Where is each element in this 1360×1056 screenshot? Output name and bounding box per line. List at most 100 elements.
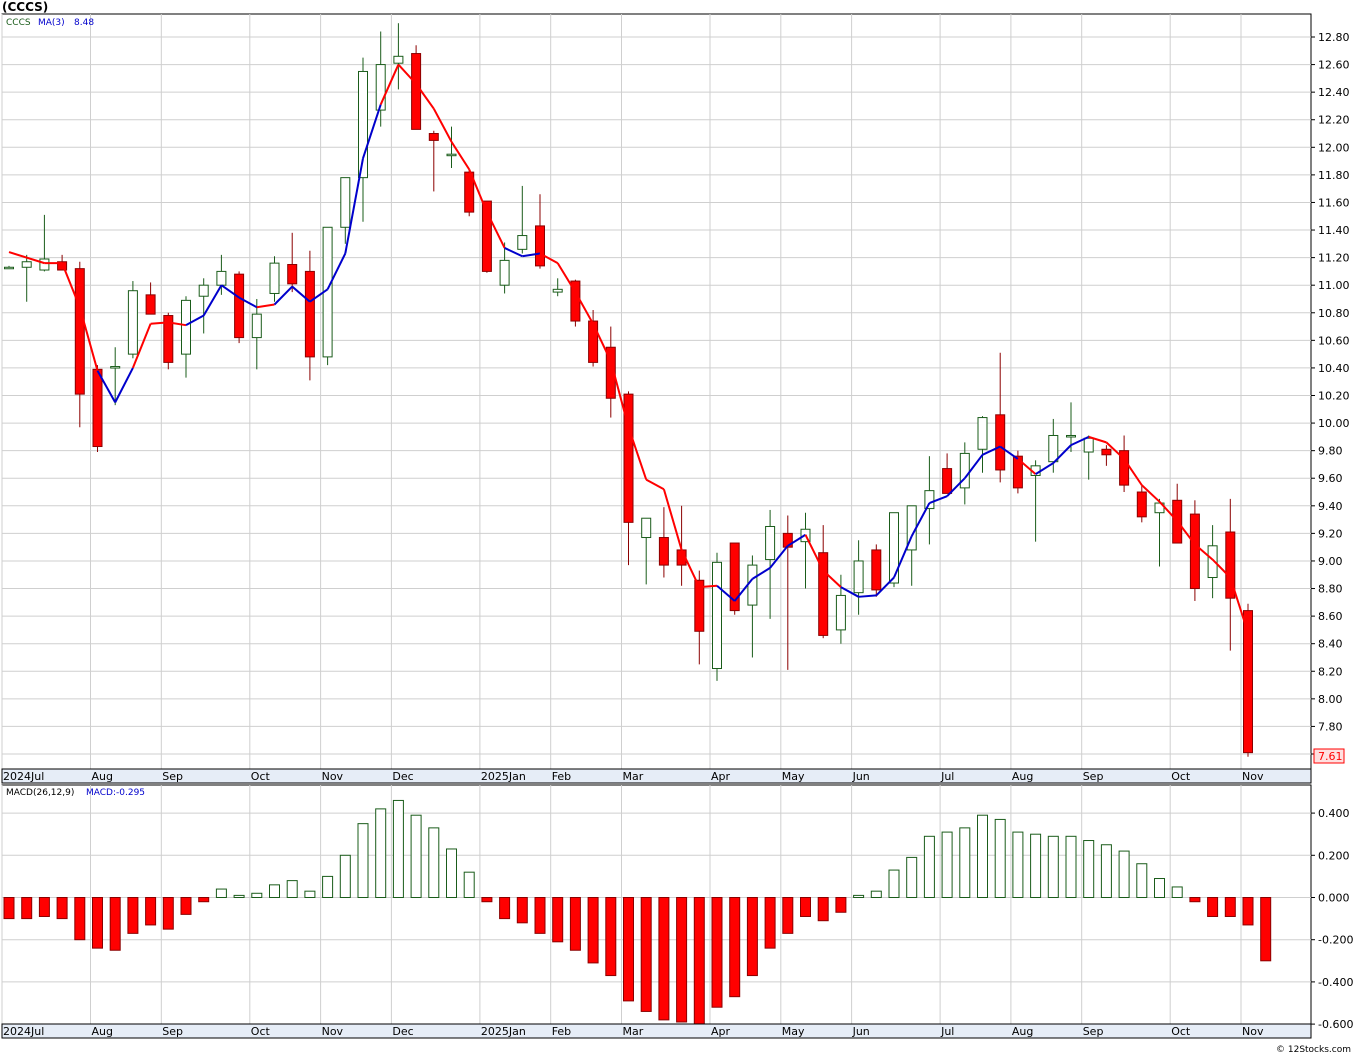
candle-body	[1101, 448, 1112, 456]
macd-bar	[145, 897, 157, 926]
candle	[977, 416, 988, 473]
candle-body	[127, 290, 138, 355]
candle-body	[552, 288, 563, 293]
x-tick-label: May	[782, 770, 805, 783]
price-y-tick-label: 7.80	[1318, 720, 1343, 733]
x-tick-label: Mar	[623, 1025, 644, 1038]
chart-title: (CCCS)	[2, 0, 48, 14]
candle-body	[889, 512, 899, 584]
price-y-tick-label: 11.80	[1318, 169, 1350, 182]
candle	[1225, 498, 1236, 651]
x-tick-label: Mar	[623, 770, 644, 783]
price-y-tick-label: 12.40	[1318, 86, 1350, 99]
candle-body	[145, 294, 156, 315]
candle-body	[694, 579, 705, 632]
candle-body	[1012, 455, 1023, 489]
x-tick-label: Feb	[552, 770, 571, 783]
x-tick-label: Nov	[322, 1025, 344, 1038]
ma3-segment	[1017, 458, 1037, 475]
macd-bar	[853, 894, 865, 899]
x-tick-label: 2025Jan	[481, 1025, 526, 1038]
candle-body	[163, 315, 174, 363]
candle	[552, 278, 563, 297]
ma3-segment	[1141, 484, 1161, 503]
x-tick-label: Oct	[251, 1025, 271, 1038]
candle	[1101, 445, 1112, 466]
x-tick-label: Jul	[940, 1025, 954, 1038]
x-tick-label: 2024Jul	[3, 770, 44, 783]
candle	[145, 282, 156, 315]
candle	[765, 509, 776, 619]
ma3-segment	[150, 321, 169, 325]
ma3-segment	[1070, 435, 1090, 447]
price-y-tick-label: 10.60	[1318, 334, 1350, 347]
macd-y-axis: 0.400 0.200 0.000 -0.200 -0.400 -0.600	[1311, 807, 1353, 1031]
macd-bar	[729, 897, 741, 998]
x-tick-label: Aug	[92, 770, 113, 783]
candle	[464, 170, 475, 217]
candle	[234, 271, 245, 344]
macd-histogram	[3, 799, 1272, 1025]
x-tick-label: Sep	[162, 770, 183, 783]
macd-bar	[1118, 850, 1130, 899]
ma3-segment	[645, 478, 665, 491]
candle-body	[21, 261, 32, 268]
x-tick-label: Sep	[162, 1025, 183, 1038]
candle	[198, 278, 209, 334]
macd-bar	[658, 897, 670, 1021]
price-y-tick-label: 10.40	[1318, 362, 1350, 375]
macd-bar	[304, 890, 316, 898]
candle-body	[499, 259, 510, 286]
ma3-segment	[875, 576, 895, 597]
ma3-segment	[858, 594, 877, 598]
macd-bar	[109, 897, 121, 951]
candle-body	[181, 299, 191, 355]
candle-body	[428, 133, 439, 141]
candle	[287, 232, 298, 293]
price-y-tick-label: 11.60	[1318, 196, 1350, 209]
macd-bar	[552, 897, 564, 943]
candle	[1243, 603, 1253, 757]
candle-body	[765, 525, 776, 561]
ma3-segment	[96, 370, 117, 403]
x-tick-label: Feb	[552, 1025, 571, 1038]
macd-bar	[481, 897, 493, 903]
candle-body	[995, 414, 1006, 471]
candle	[818, 525, 829, 639]
candle-body	[517, 235, 528, 250]
x-tick-label: Sep	[1083, 770, 1104, 783]
macd-bar	[3, 897, 15, 920]
ma3-segment	[326, 253, 347, 290]
last-price-box	[1313, 748, 1345, 764]
candle	[304, 250, 315, 381]
candle-body	[977, 417, 988, 450]
macd-bar	[269, 884, 280, 899]
macd-bar	[888, 869, 900, 899]
macd-bar	[941, 831, 953, 899]
candle-body	[924, 490, 935, 510]
macd-bar	[764, 897, 776, 949]
ma3-segment	[716, 585, 736, 602]
candle	[163, 312, 174, 370]
candle	[181, 296, 191, 378]
ma3-segment	[733, 578, 754, 602]
ma3-segment	[946, 477, 966, 497]
macd-bar	[392, 799, 404, 898]
candle-body	[234, 273, 245, 339]
candle-body	[1189, 513, 1200, 590]
footer-credit: © 12Stocks.com	[1276, 1045, 1351, 1055]
candle	[340, 177, 351, 244]
candle-body	[304, 270, 315, 358]
macd-bar	[180, 897, 192, 915]
macd-legend-label: MACD(26,12,9)	[6, 788, 74, 798]
candle-body	[818, 552, 829, 636]
candle-body	[358, 70, 368, 179]
x-tick-label: Oct	[1171, 1025, 1191, 1038]
price-y-tick-label: 9.60	[1318, 472, 1343, 485]
ma3-segment	[982, 445, 1001, 456]
candle	[1189, 500, 1200, 601]
price-y-tick-label: 9.40	[1318, 500, 1343, 513]
macd-bar	[817, 897, 829, 922]
ma3-segment	[522, 252, 541, 258]
